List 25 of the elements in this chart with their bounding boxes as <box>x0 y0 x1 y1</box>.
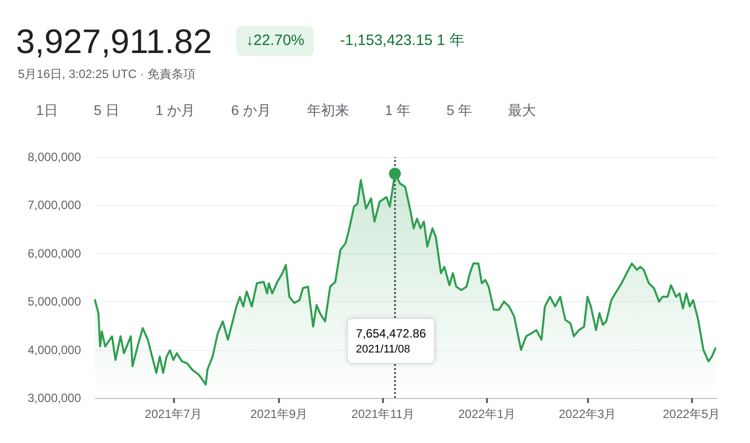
text: 年初来 <box>306 102 349 120</box>
text: ↓22.70% <box>236 26 314 56</box>
ref-line-label: 7,654,472.86 2021/11/08 <box>356 326 426 356</box>
text: 5月16日, 3:02:25 UTC · 免責条項 <box>18 66 196 83</box>
text: 1 年 <box>384 102 411 120</box>
y-tick-label: 3,000,000 <box>28 391 82 405</box>
y-tick-label: 6,000,000 <box>28 246 82 260</box>
x-tick-label: 2021年11月 <box>351 407 415 421</box>
y-tick-label: 4,000,000 <box>28 342 82 357</box>
text: 1 か月 <box>155 102 196 120</box>
text: 最大 <box>508 102 536 120</box>
x-tick-label: 2021年7月 <box>144 407 202 421</box>
text: -1,153,423.15 1 年 <box>340 31 464 51</box>
x-tick-label: 2022年1月 <box>458 407 516 421</box>
text: 1日 <box>36 102 58 120</box>
y-tick-label: 7,000,000 <box>28 198 82 212</box>
x-tick-label: 2022年5月 <box>662 407 720 421</box>
chart-title: 3,927,911.82 <box>16 22 212 62</box>
text: 5 年 <box>446 102 472 120</box>
x-tick-label: 2021年9月 <box>250 407 308 421</box>
x-tick-label: 2022年3月 <box>558 407 616 421</box>
text: 5 日 <box>94 102 120 120</box>
y-tick-label: 5,000,000 <box>28 294 82 309</box>
y-tick-label: 8,000,000 <box>28 150 82 164</box>
text: 6 か月 <box>231 102 271 120</box>
